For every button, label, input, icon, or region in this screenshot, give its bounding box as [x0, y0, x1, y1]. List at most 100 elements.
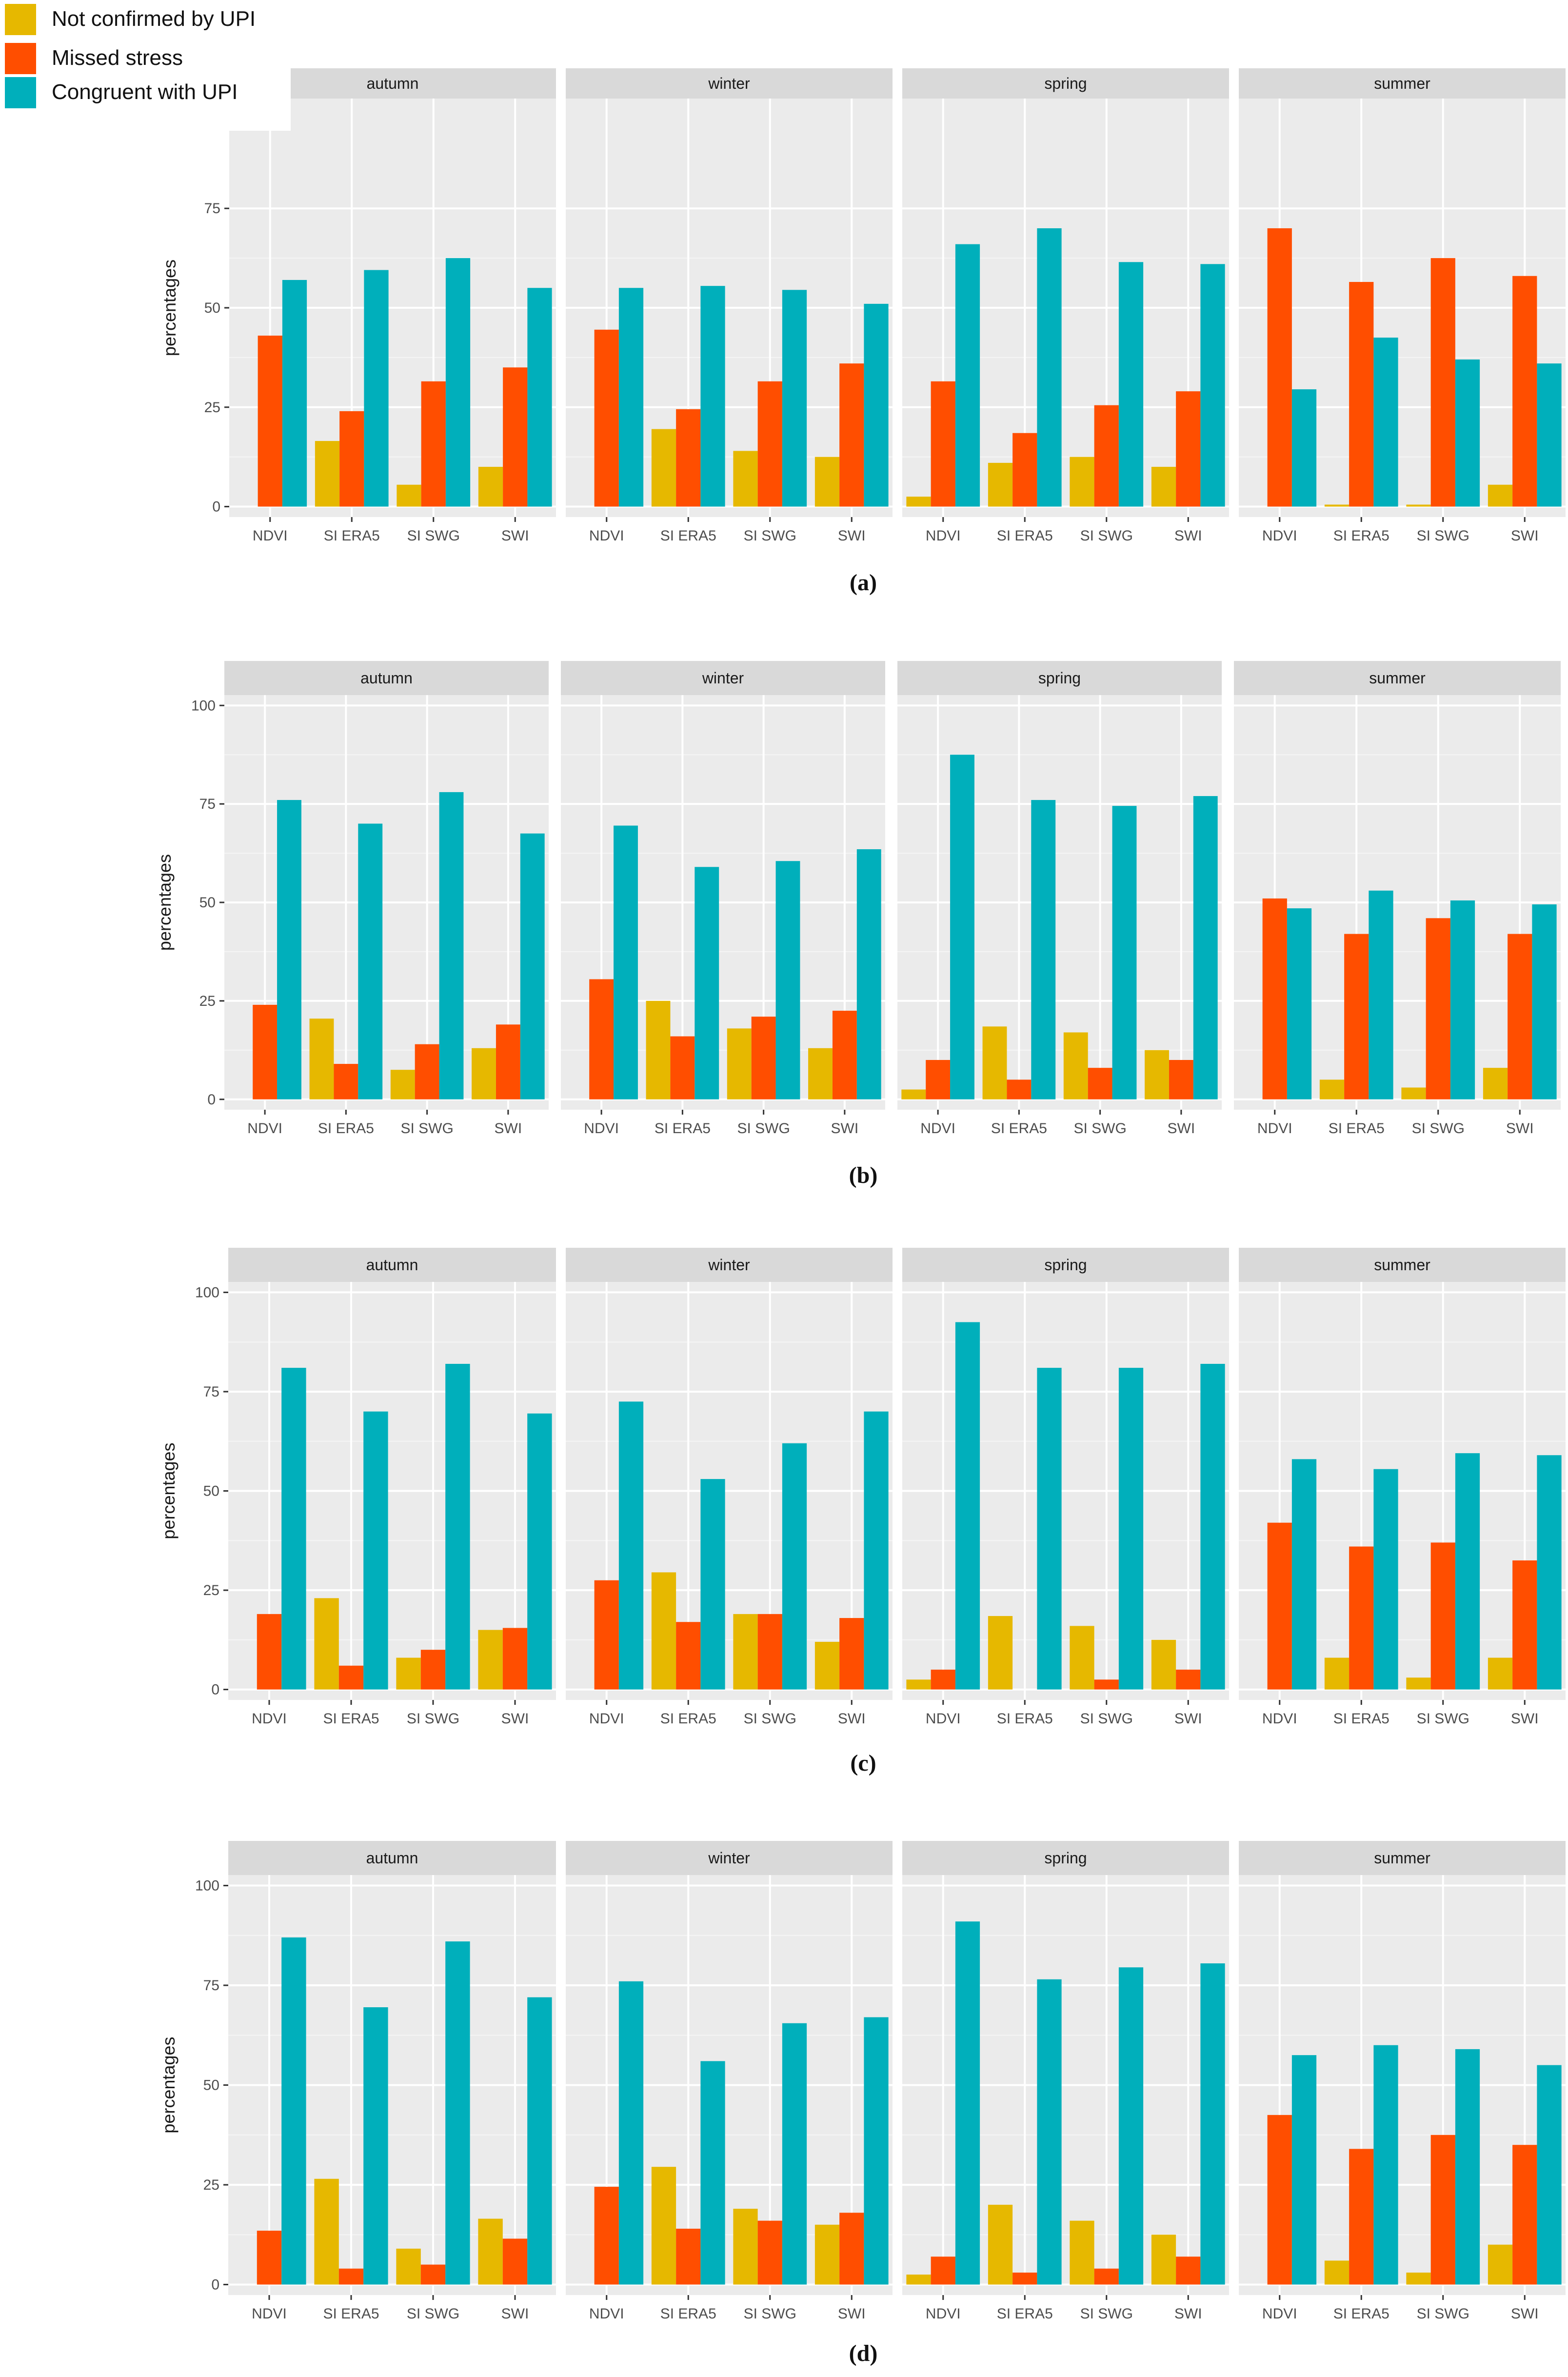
bar-spring-ndvi-missed-stress [926, 1060, 951, 1099]
x-tick-label-si-swg: SI SWG [1080, 2306, 1133, 2322]
facet-label-spring: spring [1044, 1256, 1087, 1274]
facet-summer: summer NDVI SI ERA5 SI SWG SWI [1239, 68, 1566, 544]
bar-autumn-swi-not-confirmed-by-upi [478, 1630, 503, 1690]
bar-winter-si-era5-congruent-with-upi [700, 286, 725, 507]
x-tick-label-swi: SWI [1511, 2306, 1539, 2322]
chart-d: autumn NDVI SI ERA5 SI SWG SWI 0 25 50 75 100 wint… [159, 1841, 1566, 2366]
bar-summer-ndvi-missed-stress [1262, 898, 1287, 1099]
facet-label-winter: winter [708, 1256, 750, 1274]
bar-autumn-si-swg-missed-stress [421, 381, 446, 507]
x-tick-label-ndvi: NDVI [926, 2306, 961, 2322]
x-tick-label-si-era5: SI ERA5 [318, 1120, 374, 1137]
legend: Not confirmed by UPI Missed stress Congr… [0, 0, 291, 131]
bar-spring-si-swg-not-confirmed-by-upi [1070, 1626, 1094, 1690]
facet-strip-autumn [224, 661, 549, 695]
facet-strip-spring [902, 1841, 1229, 1875]
y-tick-label-75: 75 [203, 1978, 219, 1994]
bar-winter-si-swg-not-confirmed-by-upi [733, 451, 758, 507]
bar-spring-swi-congruent-with-upi [1193, 796, 1218, 1099]
bar-summer-swi-congruent-with-upi [1537, 1455, 1562, 1690]
bar-summer-si-era5-congruent-with-upi [1373, 1469, 1398, 1690]
bar-summer-si-era5-missed-stress [1349, 1546, 1374, 1690]
bar-spring-si-era5-missed-stress [1012, 433, 1037, 507]
bar-summer-si-swg-not-confirmed-by-upi [1406, 2272, 1431, 2285]
x-tick-label-swi: SWI [838, 528, 866, 544]
x-tick-label-si-swg: SI SWG [744, 2306, 796, 2322]
bar-spring-ndvi-congruent-with-upi [955, 1921, 980, 2285]
bar-winter-si-era5-congruent-with-upi [700, 2061, 725, 2285]
bar-autumn-si-swg-congruent-with-upi [445, 258, 471, 507]
bar-winter-ndvi-missed-stress [589, 979, 614, 1099]
bar-spring-ndvi-congruent-with-upi [955, 244, 980, 507]
bar-winter-si-swg-missed-stress [757, 381, 782, 507]
x-tick-label-swi: SWI [1168, 1120, 1195, 1137]
x-tick-label-swi: SWI [838, 2306, 866, 2322]
bar-summer-si-swg-not-confirmed-by-upi [1406, 504, 1431, 507]
bar-winter-si-era5-missed-stress [676, 409, 701, 507]
facet-winter: winter NDVI SI ERA5 SI SWG SWI [566, 1248, 893, 1727]
x-tick-label-si-era5: SI ERA5 [324, 528, 380, 544]
x-tick-label-ndvi: NDVI [589, 528, 624, 544]
x-tick-label-si-era5: SI ERA5 [323, 2306, 379, 2322]
chart-a: autumn NDVI SI ERA5 SI SWG SWI 0 25 50 75 winter N… [159, 68, 1566, 596]
x-tick-label-si-swg: SI SWG [737, 1120, 790, 1137]
bar-spring-si-swg-congruent-with-upi [1118, 1967, 1144, 2285]
bar-autumn-si-swg-not-confirmed-by-upi [396, 1658, 421, 1690]
bar-winter-ndvi-congruent-with-upi [618, 1981, 644, 2285]
bar-winter-si-swg-congruent-with-upi [775, 861, 800, 1099]
facet-label-autumn: autumn [366, 1849, 418, 1867]
bar-spring-swi-congruent-with-upi [1200, 1963, 1225, 2285]
bar-winter-si-swg-not-confirmed-by-upi [733, 1614, 758, 1690]
x-tick-label-si-era5: SI ERA5 [1333, 1711, 1389, 1727]
bar-autumn-ndvi-missed-stress [257, 2231, 282, 2285]
facet-strip-summer [1239, 68, 1566, 99]
bar-summer-si-era5-not-confirmed-by-upi [1324, 2260, 1350, 2285]
bar-winter-si-era5-missed-stress [676, 1622, 701, 1690]
bar-autumn-si-swg-not-confirmed-by-upi [397, 484, 421, 507]
bar-winter-swi-not-confirmed-by-upi [814, 457, 840, 507]
figure-caption: (d) [849, 2340, 878, 2366]
bar-summer-si-era5-congruent-with-upi [1369, 890, 1393, 1099]
bar-spring-si-swg-not-confirmed-by-upi [1063, 1032, 1088, 1099]
y-tick-label-100: 100 [195, 1878, 219, 1894]
facet-strip-winter [566, 68, 893, 99]
facet-spring: spring NDVI SI ERA5 SI SWG SWI [902, 1841, 1229, 2322]
bar-winter-ndvi-congruent-with-upi [618, 1401, 644, 1690]
bar-autumn-si-swg-congruent-with-upi [439, 792, 464, 1099]
x-tick-label-si-era5: SI ERA5 [323, 1711, 379, 1727]
bar-winter-si-swg-congruent-with-upi [782, 1443, 807, 1690]
x-tick-label-si-era5: SI ERA5 [655, 1120, 711, 1137]
bar-winter-si-swg-missed-stress [757, 1614, 782, 1690]
bar-autumn-si-era5-not-confirmed-by-upi [309, 1019, 334, 1099]
bar-spring-si-swg-congruent-with-upi [1112, 806, 1137, 1099]
bar-summer-swi-not-confirmed-by-upi [1488, 2244, 1513, 2285]
bar-summer-si-era5-not-confirmed-by-upi [1324, 504, 1350, 507]
y-axis-title: percentages [155, 854, 175, 951]
bar-spring-swi-congruent-with-upi [1200, 264, 1225, 507]
bar-spring-swi-not-confirmed-by-upi [1151, 467, 1176, 507]
x-tick-label-ndvi: NDVI [252, 2306, 287, 2322]
bar-summer-ndvi-missed-stress [1267, 228, 1292, 507]
bar-autumn-si-era5-missed-stress [338, 1665, 364, 1690]
y-axis-title: percentages [159, 1442, 179, 1539]
bar-winter-swi-not-confirmed-by-upi [808, 1048, 833, 1099]
x-tick-label-si-era5: SI ERA5 [997, 528, 1053, 544]
y-tick-label-50: 50 [204, 300, 220, 316]
bar-winter-swi-congruent-with-upi [864, 1411, 889, 1690]
figure-caption: (c) [850, 1750, 876, 1776]
facet-strip-spring [897, 661, 1222, 695]
facet-label-summer: summer [1374, 1256, 1430, 1274]
bar-summer-si-era5-missed-stress [1349, 282, 1374, 507]
facet-label-autumn: autumn [360, 669, 413, 687]
x-tick-label-si-era5: SI ERA5 [1333, 2306, 1389, 2322]
figure-caption: (a) [850, 570, 877, 596]
bar-autumn-swi-missed-stress [502, 2238, 528, 2285]
bar-spring-si-swg-not-confirmed-by-upi [1070, 2220, 1094, 2285]
facet-autumn: autumn NDVI SI ERA5 SI SWG SWI 0 25 50 75 100 [195, 1248, 556, 1727]
bar-summer-swi-missed-stress [1512, 1560, 1537, 1690]
x-tick-label-ndvi: NDVI [926, 1711, 961, 1727]
x-tick-label-swi: SWI [501, 1711, 529, 1727]
bar-winter-si-swg-congruent-with-upi [782, 290, 807, 507]
bar-summer-si-era5-missed-stress [1349, 2149, 1374, 2285]
